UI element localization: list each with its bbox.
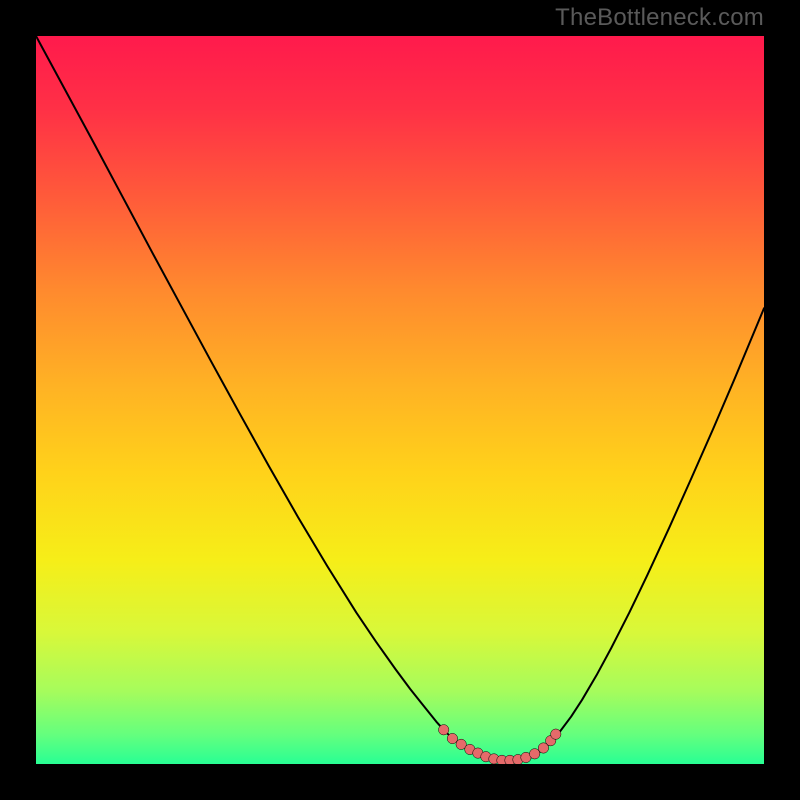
chart-canvas: TheBottleneck.com: [0, 0, 800, 800]
valley-dot: [447, 733, 457, 743]
valley-dots: [438, 725, 561, 764]
valley-dot: [438, 725, 448, 735]
bottleneck-curve: [36, 36, 764, 762]
watermark-text: TheBottleneck.com: [555, 4, 764, 32]
plot-area: [36, 36, 764, 764]
valley-dot: [529, 749, 539, 759]
plot-svg: [36, 36, 764, 764]
valley-dot: [551, 729, 561, 739]
